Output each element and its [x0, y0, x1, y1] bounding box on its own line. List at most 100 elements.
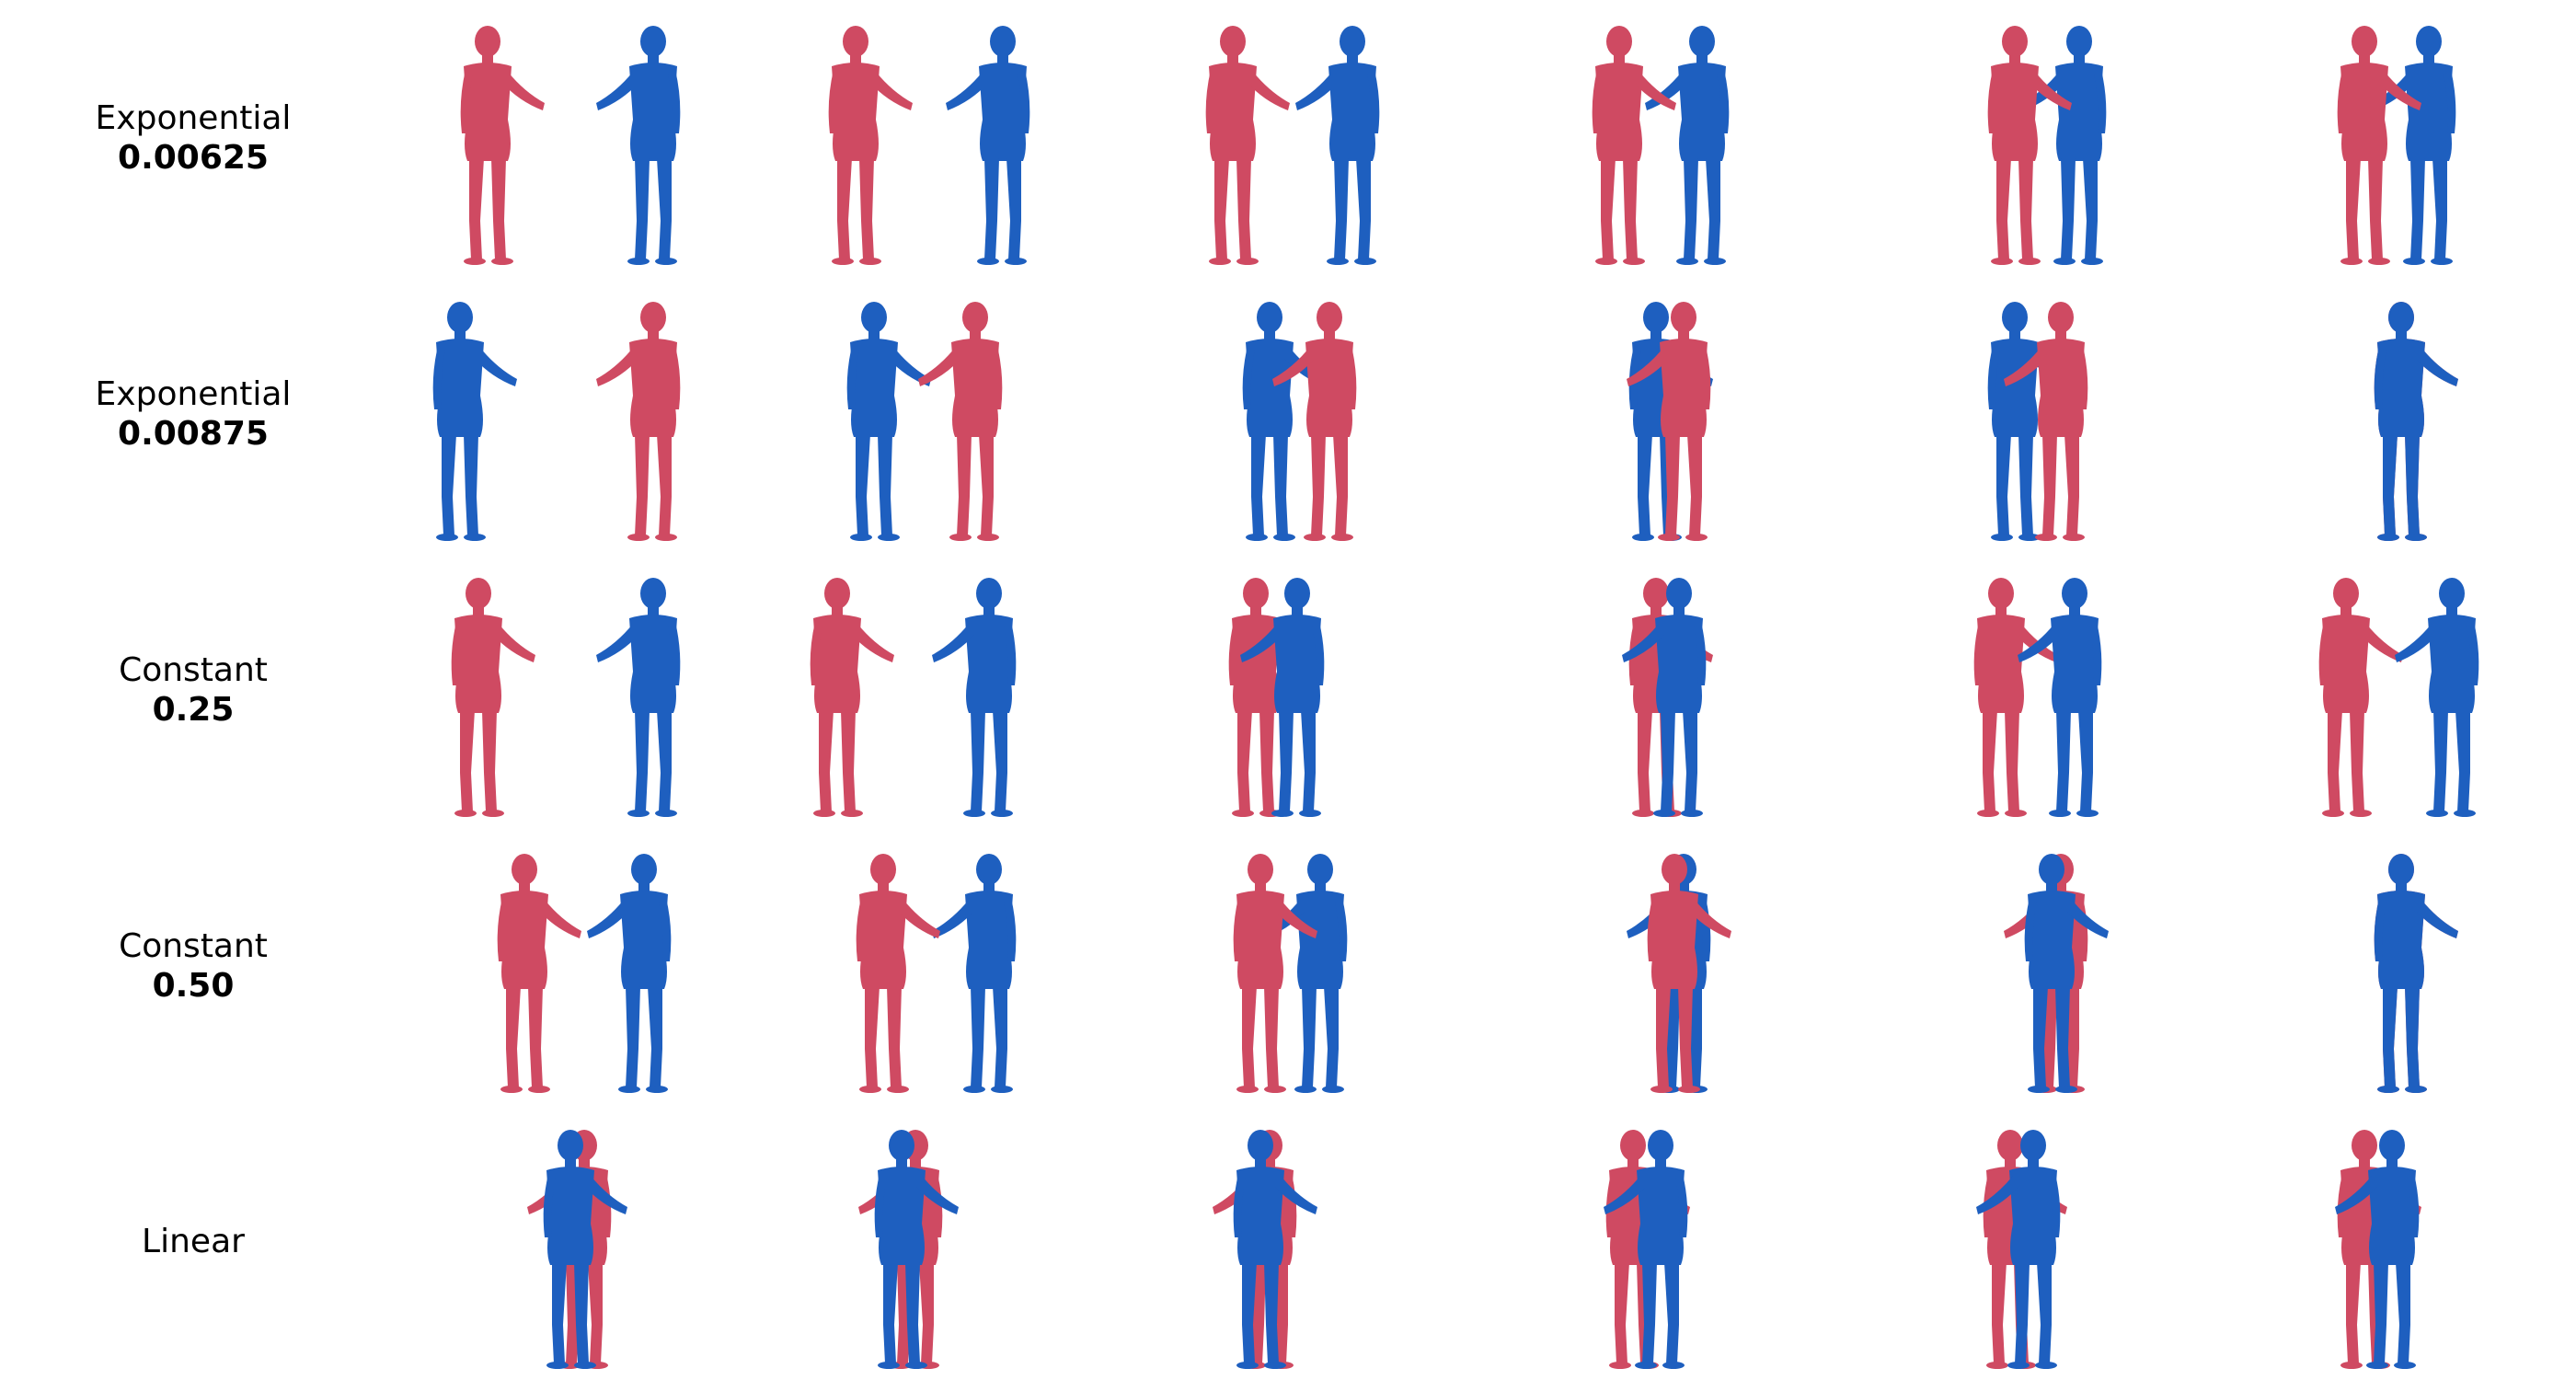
- row-label: Constant 0.50: [0, 828, 386, 1104]
- frame-render: [858, 1130, 959, 1369]
- animation-frame: [1858, 552, 2232, 828]
- comparison-row: Exponential 0.00875: [0, 276, 2576, 552]
- animation-frame: [1858, 276, 2232, 552]
- row-label: Constant 0.25: [0, 552, 386, 828]
- blue-person-figure: [2374, 854, 2458, 1093]
- animation-frame: [2217, 828, 2576, 1104]
- frame-render: [828, 26, 1030, 265]
- blue-person-figure: [1233, 1130, 1317, 1369]
- frame-render: [2335, 1130, 2421, 1369]
- frame-render: [432, 302, 681, 541]
- animation-frame: [754, 828, 1128, 1104]
- red-person-figure: [1272, 302, 1357, 541]
- comparison-row: Exponential 0.00625: [0, 0, 2576, 276]
- blue-person-figure: [1240, 578, 1325, 817]
- frame-render: [1627, 854, 1731, 1093]
- red-person-figure: [918, 302, 1003, 541]
- frame-render: [2318, 578, 2479, 817]
- blue-person-figure: [2024, 854, 2109, 1093]
- blue-person-figure: [846, 302, 931, 541]
- blue-person-figure: [596, 578, 681, 817]
- row-label: Exponential 0.00625: [0, 0, 386, 276]
- frame-render: [2374, 854, 2458, 1093]
- animation-frame: [1122, 1104, 1496, 1380]
- frame-render: [1622, 578, 1713, 817]
- row-method-label: Exponential: [95, 374, 292, 413]
- blue-person-figure: [587, 854, 672, 1093]
- animation-frame: [1490, 828, 1864, 1104]
- red-person-figure: [2004, 302, 2088, 541]
- blue-person-figure: [932, 578, 1017, 817]
- frame-render: [2337, 26, 2456, 265]
- frame-render: [810, 578, 1017, 817]
- frame-render: [1228, 578, 1325, 817]
- frame-render: [1604, 1130, 1690, 1369]
- animation-frame: [1858, 0, 2232, 276]
- red-person-figure: [810, 578, 894, 817]
- animation-frame: [754, 276, 1128, 552]
- row-method-label: Exponential: [95, 98, 292, 137]
- comparison-row: Constant 0.25: [0, 552, 2576, 828]
- animation-frame: [386, 1104, 760, 1380]
- frame-render: [1213, 1130, 1317, 1369]
- red-person-figure: [856, 854, 940, 1093]
- blue-person-figure: [1622, 578, 1707, 817]
- frame-render: [2004, 854, 2109, 1093]
- row-label: Exponential 0.00875: [0, 276, 386, 552]
- red-person-figure: [451, 578, 535, 817]
- animation-frame: [1490, 0, 1864, 276]
- row-method-label: Constant: [119, 650, 268, 689]
- row-value-label: 0.00875: [118, 415, 269, 453]
- animation-frame: [754, 0, 1128, 276]
- row-value-label: 0.25: [152, 691, 235, 729]
- blue-person-figure: [1645, 26, 1730, 265]
- blue-person-figure: [2335, 1130, 2420, 1369]
- frame-render: [1205, 26, 1380, 265]
- animation-frame: [2217, 0, 2576, 276]
- frame-render: [460, 26, 681, 265]
- row-label: Linear: [0, 1104, 386, 1380]
- red-person-figure: [2318, 578, 2403, 817]
- red-person-figure: [497, 854, 581, 1093]
- red-person-figure: [1627, 302, 1711, 541]
- animation-frame: [386, 552, 760, 828]
- animation-frame: [2217, 276, 2576, 552]
- red-person-figure: [1973, 578, 2058, 817]
- red-person-figure: [1205, 26, 1290, 265]
- animation-frame: [2217, 552, 2576, 828]
- animation-frame: [754, 552, 1128, 828]
- blue-person-figure: [932, 854, 1017, 1093]
- row-method-label: Constant: [119, 926, 268, 965]
- animation-frame: [386, 828, 760, 1104]
- frame-render: [1233, 854, 1348, 1093]
- frame-render: [1987, 26, 2107, 265]
- row-value-label: 0.50: [152, 967, 235, 1005]
- blue-person-figure: [432, 302, 517, 541]
- blue-person-figure: [2018, 578, 2102, 817]
- blue-person-figure: [1976, 1130, 2061, 1369]
- red-person-figure: [828, 26, 913, 265]
- red-person-figure: [1592, 26, 1676, 265]
- frame-render: [1987, 302, 2088, 541]
- animation-frame: [1490, 552, 1864, 828]
- animation-frame: [386, 0, 760, 276]
- frame-render: [2374, 302, 2458, 541]
- red-person-figure: [2337, 26, 2421, 265]
- blue-person-figure: [1604, 1130, 1688, 1369]
- red-person-figure: [1987, 26, 2072, 265]
- animation-frame: [1858, 1104, 2232, 1380]
- frame-render: [1627, 302, 1713, 541]
- blue-person-figure: [596, 26, 681, 265]
- animation-frame: [2217, 1104, 2576, 1380]
- comparison-row: Linear: [0, 1104, 2576, 1380]
- frame-render: [451, 578, 681, 817]
- blue-person-figure: [874, 1130, 959, 1369]
- row-method-label: Linear: [142, 1223, 245, 1261]
- frame-render: [1592, 26, 1730, 265]
- frame-render: [1973, 578, 2102, 817]
- frame-render: [846, 302, 1003, 541]
- red-person-figure: [1647, 854, 1731, 1093]
- blue-person-figure: [2374, 302, 2458, 541]
- animation-frame: [1122, 828, 1496, 1104]
- frame-render: [497, 854, 672, 1093]
